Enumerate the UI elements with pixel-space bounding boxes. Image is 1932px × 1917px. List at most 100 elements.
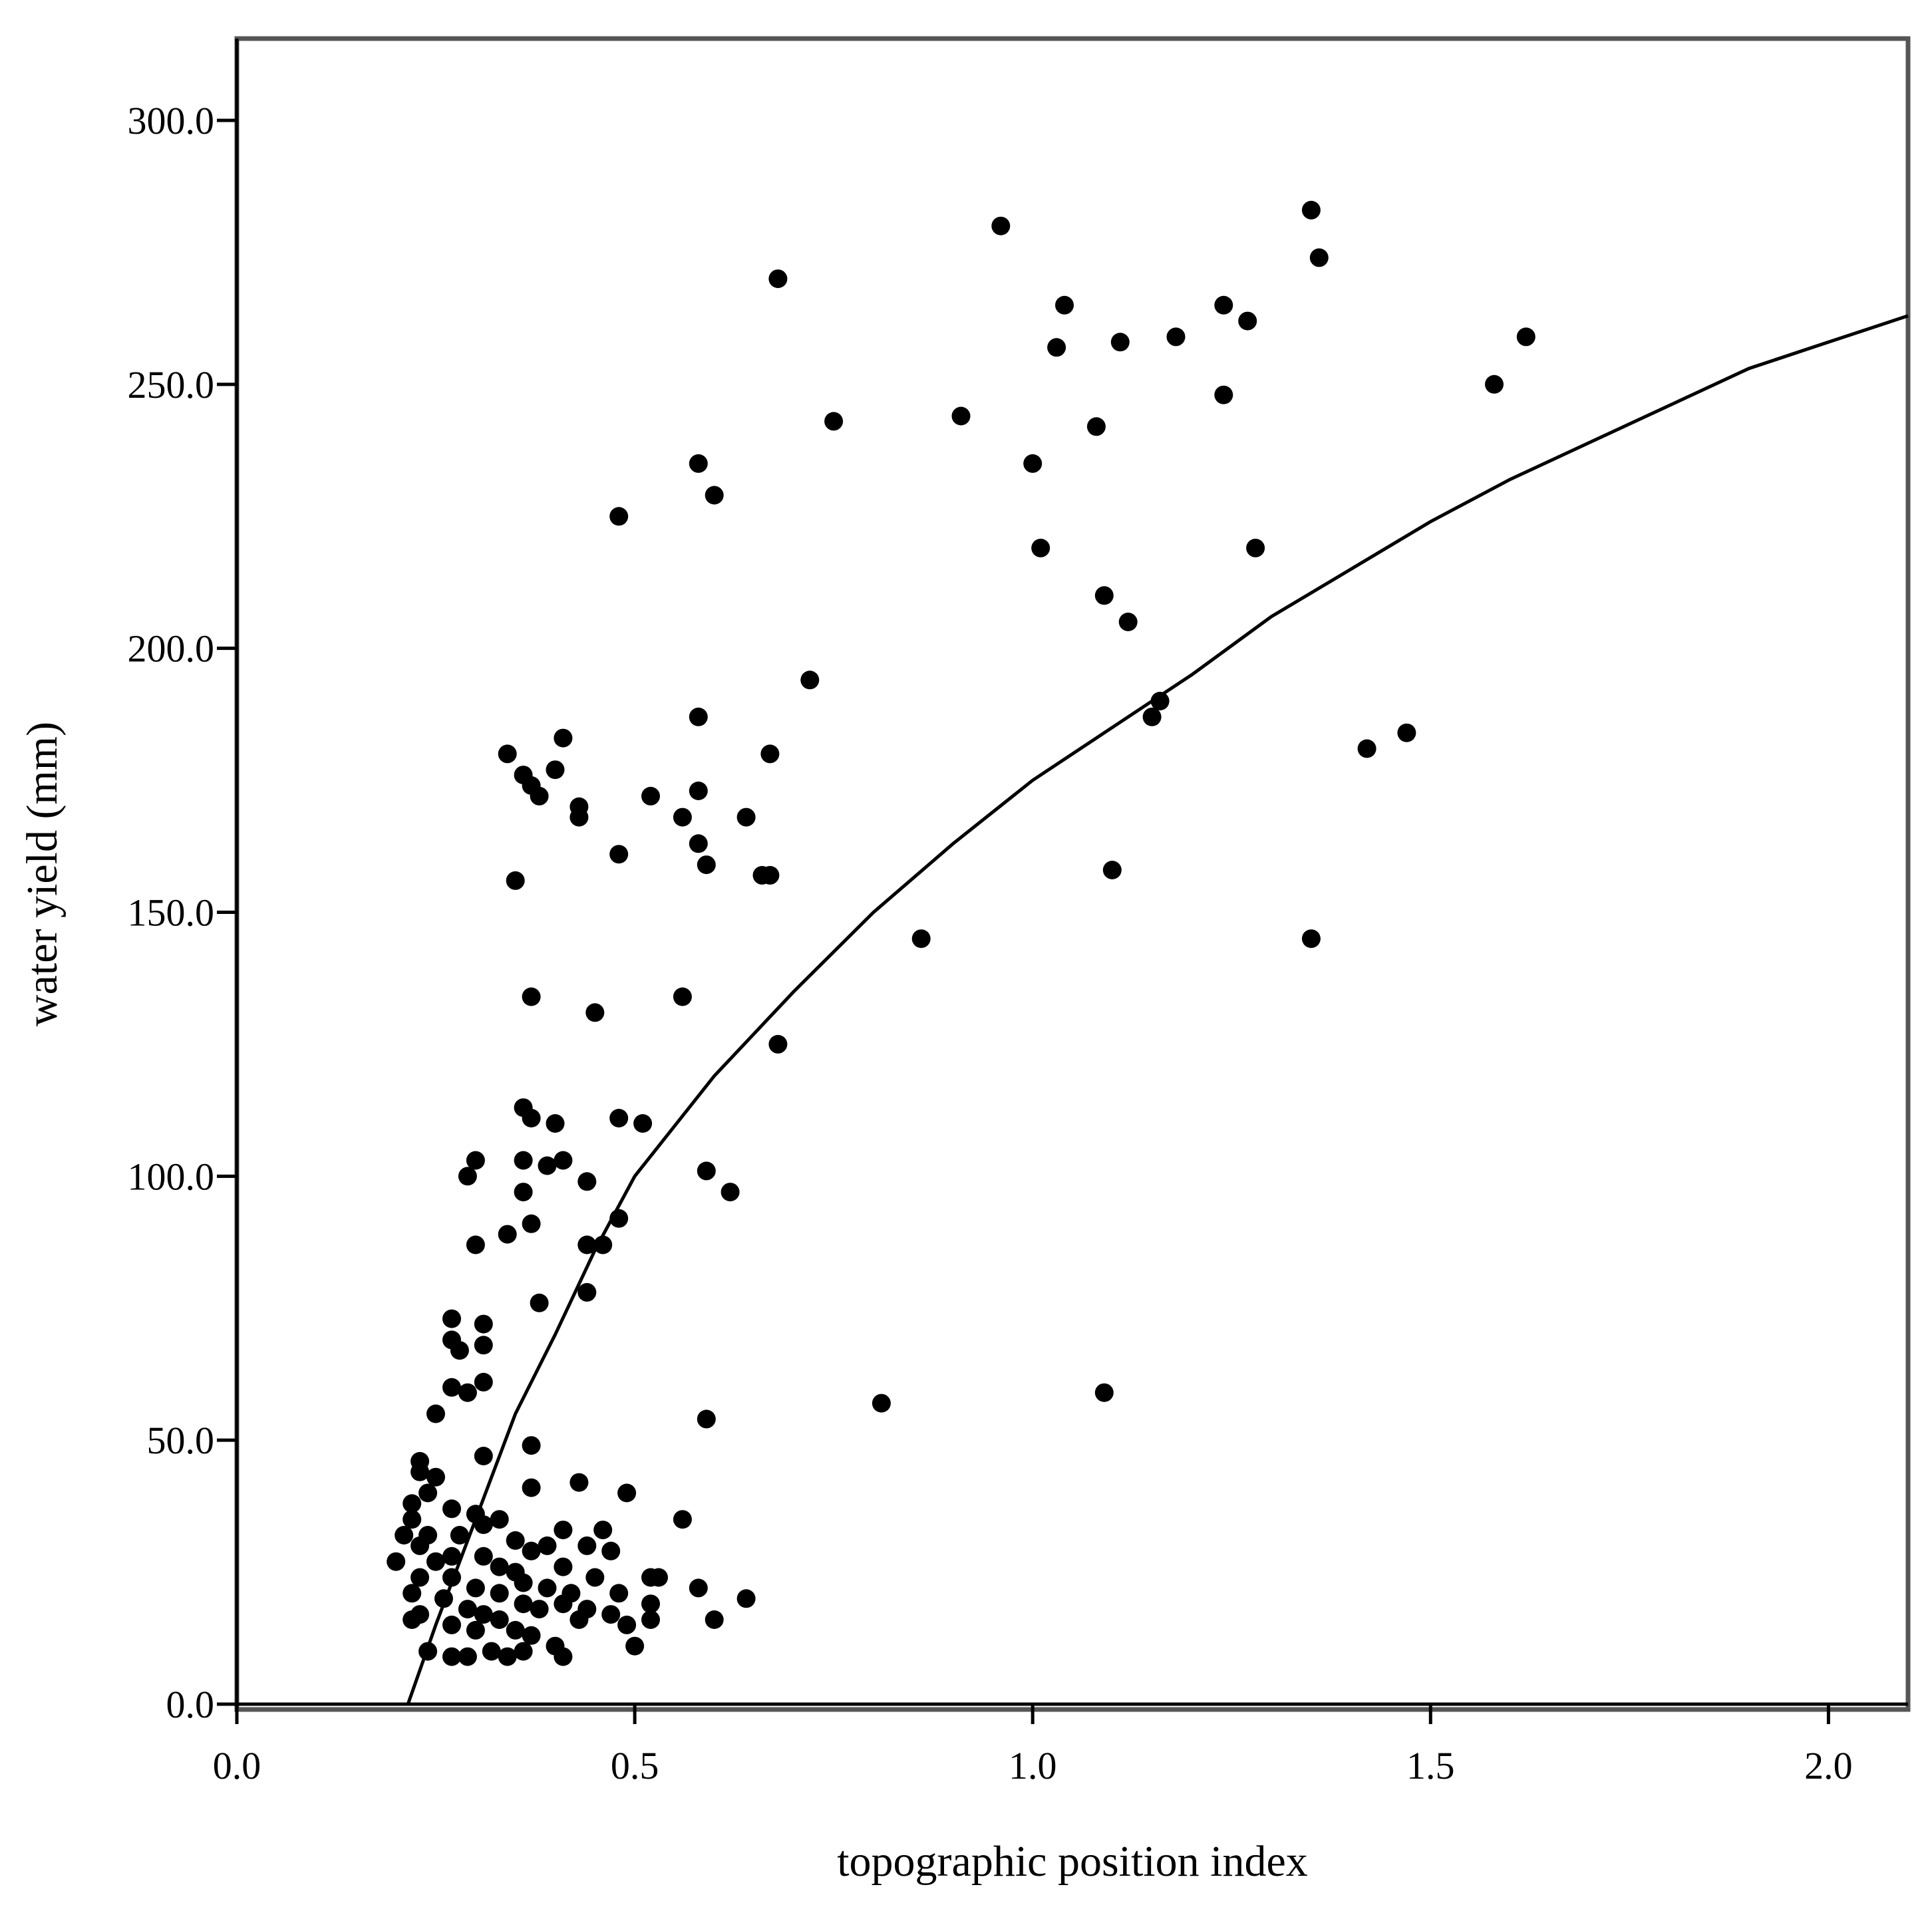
data-point	[1102, 861, 1122, 879]
data-point	[577, 1172, 597, 1191]
data-point	[689, 707, 708, 726]
data-point	[450, 1341, 469, 1360]
data-point	[538, 1578, 557, 1598]
y-axis-title: water yield (mm)	[18, 722, 67, 1026]
data-point	[466, 1620, 485, 1640]
data-point	[609, 507, 629, 526]
data-point	[498, 1225, 517, 1244]
data-point	[601, 1541, 621, 1560]
data-point	[442, 1568, 461, 1587]
data-point	[474, 1515, 493, 1535]
data-point	[530, 1600, 549, 1619]
data-point	[609, 1584, 629, 1603]
data-point	[514, 1183, 533, 1202]
data-point	[760, 744, 780, 764]
y-tick-label: 150.0	[128, 891, 215, 935]
data-point	[1516, 327, 1535, 347]
data-point	[705, 486, 724, 505]
data-point	[450, 1526, 469, 1545]
data-point	[522, 1436, 541, 1455]
data-point	[1023, 454, 1043, 473]
data-point	[490, 1584, 509, 1603]
data-point	[482, 1642, 501, 1661]
data-point	[434, 1589, 453, 1608]
data-point	[490, 1557, 509, 1576]
data-point	[824, 412, 844, 431]
data-point	[697, 855, 716, 875]
data-point	[609, 1209, 629, 1228]
data-point	[530, 786, 549, 806]
data-point	[673, 987, 692, 1006]
data-point	[609, 1109, 629, 1127]
data-point	[418, 1483, 438, 1503]
x-tick-label: 1.5	[1406, 1744, 1455, 1787]
data-point	[585, 1568, 605, 1587]
data-point	[569, 808, 589, 827]
x-tick-label: 2.0	[1804, 1744, 1853, 1787]
data-point	[506, 871, 525, 890]
data-point	[673, 808, 692, 827]
data-point	[498, 744, 517, 764]
data-point	[442, 1499, 461, 1519]
data-point	[1055, 295, 1074, 315]
data-point	[689, 782, 708, 800]
data-point	[736, 808, 756, 827]
data-point	[458, 1647, 477, 1666]
data-point	[673, 1510, 692, 1529]
data-point	[1238, 311, 1257, 331]
data-point	[474, 1314, 493, 1334]
data-point	[458, 1167, 477, 1186]
data-point	[601, 1605, 621, 1624]
data-point	[1166, 327, 1186, 347]
data-point	[474, 1447, 493, 1465]
data-point	[498, 1647, 517, 1666]
data-point	[442, 1647, 461, 1666]
data-point	[554, 1647, 573, 1666]
data-point	[490, 1510, 509, 1529]
data-point	[689, 454, 708, 473]
data-point	[1047, 338, 1066, 357]
data-point	[402, 1584, 422, 1603]
data-point	[514, 1151, 533, 1170]
data-point	[554, 1151, 573, 1170]
data-points	[387, 200, 1535, 1666]
data-point	[522, 1109, 541, 1127]
data-point	[1301, 929, 1321, 949]
data-point	[395, 1526, 414, 1545]
data-point	[538, 1156, 557, 1175]
data-point	[522, 1541, 541, 1560]
data-point	[1301, 200, 1321, 220]
data-point	[474, 1547, 493, 1566]
data-point	[426, 1552, 445, 1571]
data-point	[426, 1404, 445, 1423]
data-point	[1214, 385, 1233, 404]
data-point	[490, 1610, 509, 1629]
data-point	[458, 1600, 477, 1619]
axes	[217, 39, 1908, 1724]
data-point	[506, 1531, 525, 1550]
data-point	[768, 1034, 788, 1054]
x-axis-title: topographic position index	[837, 1837, 1308, 1886]
data-point	[466, 1151, 485, 1170]
data-point	[1397, 723, 1416, 742]
data-point	[530, 1293, 549, 1312]
data-point	[872, 1394, 891, 1413]
x-tick-label: 0.0	[213, 1744, 261, 1787]
data-point	[768, 269, 788, 289]
data-point	[410, 1536, 430, 1555]
data-point	[697, 1161, 716, 1181]
data-point	[538, 1536, 557, 1555]
data-point	[554, 1557, 573, 1576]
data-point	[387, 1552, 406, 1571]
data-point	[1142, 707, 1162, 726]
x-tick-label: 0.5	[611, 1744, 659, 1787]
data-point	[569, 1610, 589, 1629]
data-point	[1094, 586, 1114, 605]
fit-curve	[406, 314, 1909, 1705]
data-point	[1031, 538, 1050, 557]
data-point	[617, 1483, 637, 1503]
data-point	[625, 1636, 645, 1656]
data-point	[609, 845, 629, 864]
data-point	[736, 1589, 756, 1608]
data-point	[554, 1521, 573, 1540]
